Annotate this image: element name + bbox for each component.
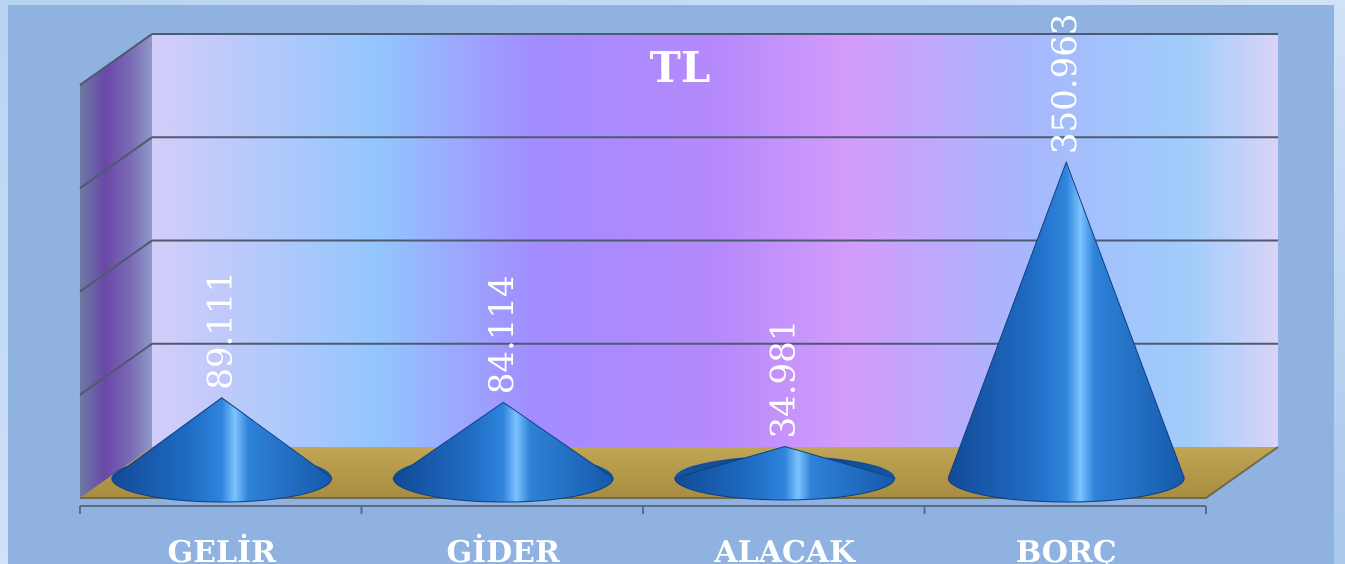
data-label: 89.111	[201, 271, 241, 390]
cone-body	[674, 445, 896, 501]
gridline-side	[79, 239, 153, 293]
data-label: 84.114	[482, 275, 522, 394]
category-label: ALACAK	[713, 535, 856, 564]
x-axis-ticks	[79, 506, 1207, 514]
value-labels: 89.111 84.114 34.981 350.963	[201, 14, 1086, 439]
data-label: 350.963	[1045, 14, 1085, 155]
data-label: 34.981	[764, 320, 804, 439]
cone-bar	[111, 397, 333, 503]
category-label: BORÇ	[1016, 535, 1117, 564]
category-label: GELİR	[167, 533, 277, 564]
cone-body	[111, 397, 333, 503]
cone-body	[392, 401, 614, 503]
chart-title: TL	[650, 43, 711, 92]
cone-body	[947, 160, 1185, 503]
category-label: GİDER	[447, 533, 562, 564]
gridline-side	[79, 136, 153, 190]
cone-bar	[392, 401, 614, 503]
gridline-side	[79, 33, 153, 86]
category-labels: GELİR GİDER ALACAK BORÇ	[167, 533, 1116, 564]
cone-bar	[674, 445, 896, 501]
cone-series	[111, 160, 1185, 503]
gridline-side	[79, 342, 153, 396]
cone-bar	[947, 160, 1185, 503]
